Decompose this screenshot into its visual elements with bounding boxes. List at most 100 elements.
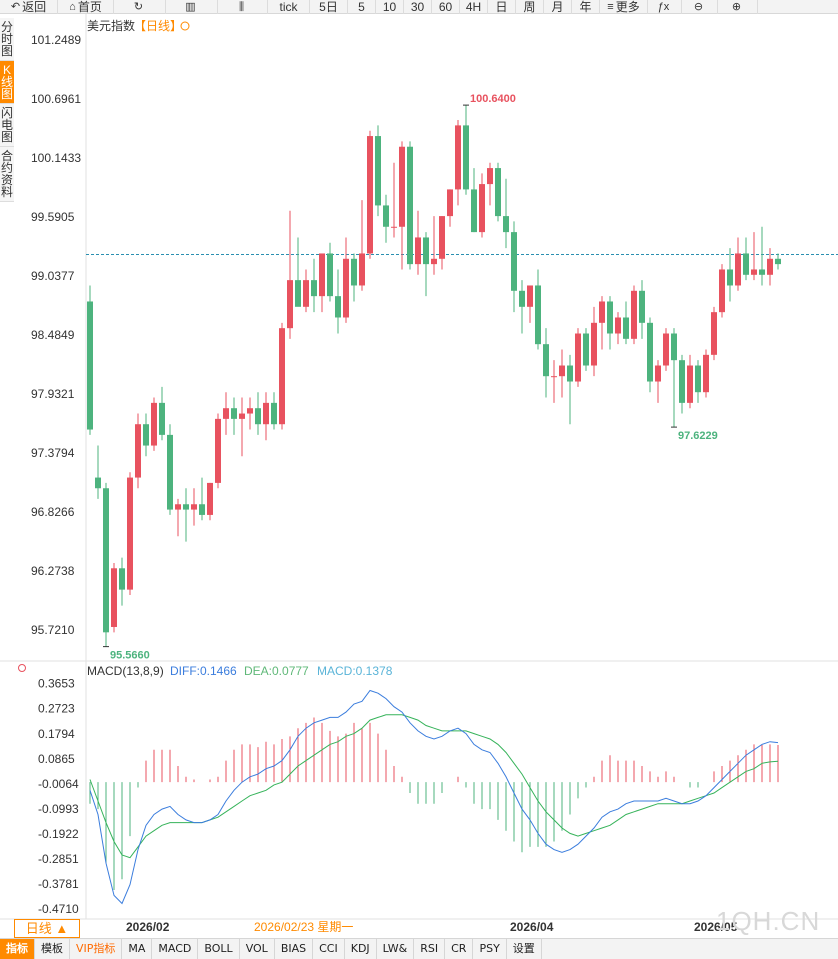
macd-title: MACD(13,8,9) [87, 664, 164, 678]
candle-body [87, 301, 93, 430]
toolbar-item-17[interactable]: ƒx [648, 0, 682, 14]
side-tab-1[interactable]: K线图 [0, 61, 14, 104]
toolbar-label: 更多 [615, 0, 640, 14]
candle-body [375, 136, 381, 206]
candle-body [455, 125, 461, 190]
indicator-tab-10[interactable]: LW& [377, 939, 415, 959]
diff-line [89, 689, 779, 905]
y-tick-label: 100.6961 [31, 92, 81, 106]
candle-body [343, 258, 349, 318]
candle-body [271, 402, 277, 425]
candle-body [567, 365, 573, 382]
indicator-tab-5[interactable]: BOLL [198, 939, 240, 959]
toolbar-item-7[interactable]: 5 [348, 0, 376, 14]
toolbar-item-15[interactable]: 年 [572, 0, 600, 14]
toolbar-item-6[interactable]: 5日 [310, 0, 348, 14]
toolbar-label: 5日 [319, 0, 338, 14]
candle-body [583, 333, 589, 366]
period-select[interactable]: 日线 ▲ [14, 919, 80, 938]
toolbar-item-19[interactable]: ⊕ [718, 0, 758, 14]
indicator-tab-8[interactable]: CCI [313, 939, 345, 959]
candle-body [287, 280, 293, 329]
back-arrow-icon: ↶ [10, 0, 21, 13]
macd-y-tick-label: -0.1922 [38, 827, 79, 841]
indicator-tab-13[interactable]: PSY [473, 939, 507, 959]
side-tab-0[interactable]: 分时图 [0, 18, 14, 61]
candle-body [407, 146, 413, 265]
indicator-tab-14[interactable]: 设置 [507, 939, 542, 959]
candle-body [383, 205, 389, 227]
indicator-tab-11[interactable]: RSI [414, 939, 446, 959]
toolbar-item-1[interactable]: ⌂ 首页 [58, 0, 114, 14]
indicator-tab-7[interactable]: BIAS [275, 939, 314, 959]
kline-chart[interactable]: 101.2489 100.6961 100.1433 99.5905 99.0377 98… [0, 14, 838, 938]
candle-body [479, 184, 485, 233]
indicator-tab-12[interactable]: CR [445, 939, 474, 959]
toolbar-label: tick [279, 0, 298, 14]
side-tab-2[interactable]: 闪电图 [0, 104, 14, 147]
candle-body [95, 477, 101, 489]
candle-body [543, 344, 549, 377]
toolbar-item-0[interactable]: ↶ 返回 [0, 0, 58, 14]
indicator-tab-0[interactable]: 指标 [0, 939, 35, 959]
side-tab-3[interactable]: 合约资料 [0, 147, 14, 202]
candle-body [519, 290, 525, 307]
toolbar-item-3[interactable]: ▥ [166, 0, 218, 14]
candle-body [319, 253, 325, 297]
indicator-tab-4[interactable]: MACD [152, 939, 199, 959]
candle-body [143, 424, 149, 446]
toolbar-label: 周 [523, 0, 536, 14]
macd-y-tick-label: -0.0993 [38, 802, 79, 816]
indicator-tab-2[interactable]: VIP指标 [70, 939, 123, 959]
candle-body [743, 253, 749, 275]
toolbar-label: 10 [382, 0, 397, 14]
toolbar-item-2[interactable]: ↻ [114, 0, 166, 14]
candle-body [167, 434, 173, 510]
toolbar-item-5[interactable]: tick [268, 0, 310, 14]
y-tick-label: 97.9321 [31, 387, 75, 401]
candle-body [503, 216, 509, 233]
candle-body [655, 365, 661, 382]
candle-body [279, 328, 285, 425]
candle-body [263, 402, 269, 425]
toolbar-item-13[interactable]: 周 [516, 0, 544, 14]
candle-body [687, 365, 693, 403]
candle-body [231, 408, 237, 419]
candle-body [615, 317, 621, 334]
candle-body [119, 568, 125, 590]
candle-body [495, 168, 501, 217]
toolbar-item-9[interactable]: 30 [404, 0, 432, 14]
candle-body [239, 413, 245, 419]
candle-body [671, 333, 677, 361]
settings-icon [180, 21, 190, 31]
candle-body [127, 477, 133, 590]
date-axis-label: 2026/05 [694, 920, 738, 934]
candle-body [391, 226, 397, 228]
bar-chart-icon: ▥ [185, 0, 196, 13]
y-tick-label: 99.0377 [31, 269, 75, 283]
candle-body [471, 189, 477, 233]
toolbar-item-11[interactable]: 4H [460, 0, 488, 14]
menu-icon: ≡ [607, 0, 614, 13]
indicator-tab-9[interactable]: KDJ [345, 939, 377, 959]
y-tick-label: 101.2489 [31, 33, 81, 47]
toolbar-label: 4H [465, 0, 482, 14]
y-tick-label: 99.5905 [31, 210, 75, 224]
indicator-tab-3[interactable]: MA [122, 939, 153, 959]
side-tabs: 分时图 K线图 闪电图 合约资料 [0, 18, 14, 202]
toolbar-item-14[interactable]: 月 [544, 0, 572, 14]
toolbar-item-8[interactable]: 10 [376, 0, 404, 14]
toolbar-item-18[interactable]: ⊖ [682, 0, 718, 14]
indicator-tab-6[interactable]: VOL [240, 939, 275, 959]
candle-body [255, 408, 261, 425]
candle-body [199, 504, 205, 515]
candle-body [415, 237, 421, 265]
indicator-tab-1[interactable]: 模板 [35, 939, 70, 959]
toolbar-item-10[interactable]: 60 [432, 0, 460, 14]
toolbar-label: 月 [551, 0, 564, 14]
toolbar-item-4[interactable]: ⫼ [218, 0, 268, 14]
toolbar-item-16[interactable]: ≡ 更多 [600, 0, 648, 14]
candle-body [487, 168, 493, 185]
toolbar-item-12[interactable]: 日 [488, 0, 516, 14]
y-tick-label: 96.8266 [31, 505, 75, 519]
